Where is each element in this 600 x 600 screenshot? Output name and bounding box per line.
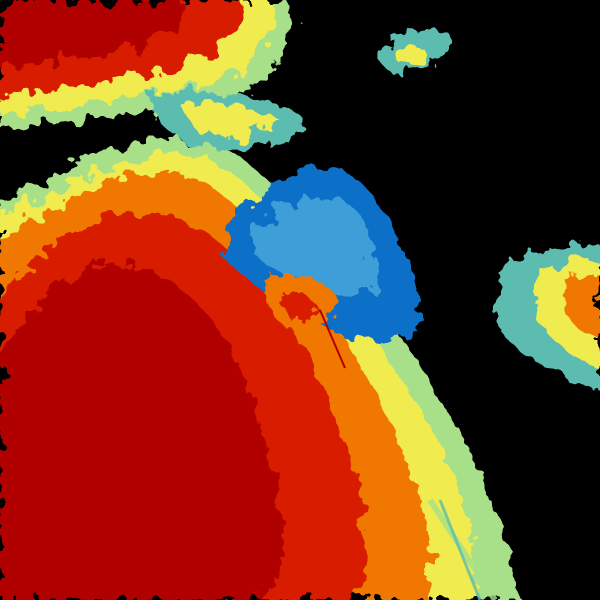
radial-spike xyxy=(319,309,346,369)
radar-center-clutter xyxy=(264,275,336,330)
radial-spike xyxy=(427,498,498,600)
radial-spike xyxy=(438,499,482,600)
